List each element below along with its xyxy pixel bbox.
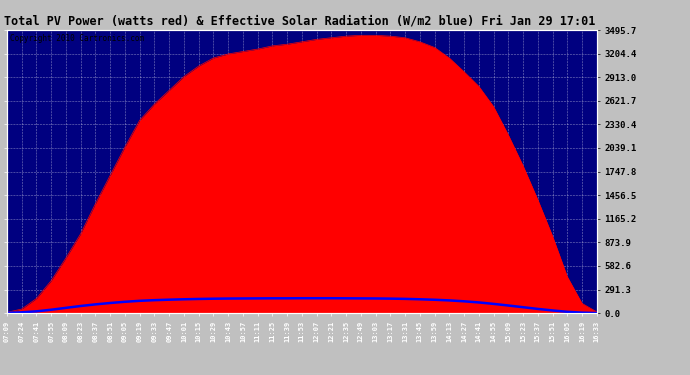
Text: Total PV Power (watts red) & Effective Solar Radiation (W/m2 blue) Fri Jan 29 17: Total PV Power (watts red) & Effective S… (4, 14, 596, 27)
Text: Copyright 2010 Cartronics.com: Copyright 2010 Cartronics.com (10, 34, 144, 43)
